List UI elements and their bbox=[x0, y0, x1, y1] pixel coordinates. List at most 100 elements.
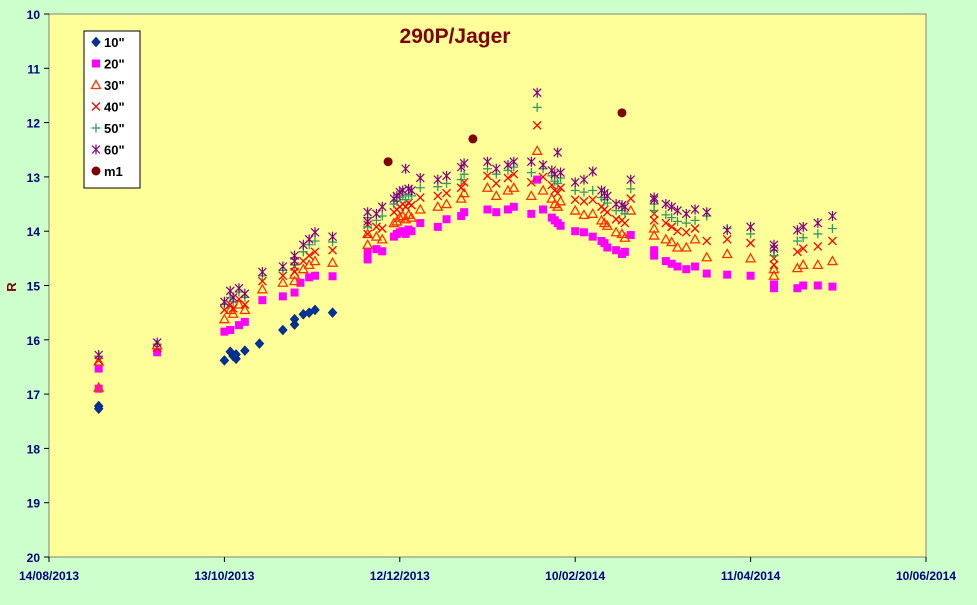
data-point bbox=[650, 246, 659, 255]
data-point bbox=[768, 269, 780, 280]
data-point bbox=[681, 218, 691, 228]
data-point bbox=[603, 243, 612, 252]
legend-label: m1 bbox=[104, 164, 123, 179]
data-point bbox=[722, 234, 732, 244]
data-point bbox=[673, 216, 683, 226]
legend-item: 10" bbox=[91, 35, 125, 50]
data-point bbox=[673, 205, 682, 216]
data-point bbox=[503, 159, 513, 170]
x-ticks: 14/08/2013 13/10/2013 12/12/2013 10/02/2014… bbox=[19, 557, 956, 583]
data-point bbox=[304, 234, 314, 245]
data-point bbox=[620, 247, 629, 256]
data-point bbox=[219, 296, 229, 307]
series-diamond bbox=[93, 304, 338, 415]
data-point bbox=[256, 283, 269, 294]
data-point bbox=[539, 205, 548, 214]
data-point bbox=[588, 166, 598, 177]
y-tick-label: 20 bbox=[27, 551, 41, 565]
data-point bbox=[661, 218, 671, 228]
data-point bbox=[690, 215, 700, 225]
data-point bbox=[363, 216, 373, 227]
data-point bbox=[509, 156, 519, 167]
data-point bbox=[666, 236, 678, 247]
data-point bbox=[503, 173, 513, 183]
data-point bbox=[93, 403, 104, 415]
data-point bbox=[793, 284, 802, 293]
data-point bbox=[533, 175, 542, 184]
series-circle bbox=[383, 108, 627, 167]
data-point bbox=[556, 221, 565, 230]
data-point bbox=[383, 157, 393, 167]
legend-item: 60" bbox=[91, 143, 125, 158]
data-point bbox=[552, 200, 564, 211]
data-point bbox=[626, 174, 636, 185]
legend-marker bbox=[91, 166, 101, 176]
data-point bbox=[310, 227, 320, 238]
data-point bbox=[532, 87, 542, 98]
data-point bbox=[483, 156, 492, 167]
data-point bbox=[680, 241, 692, 252]
data-point bbox=[550, 169, 560, 180]
data-point bbox=[649, 215, 659, 225]
data-point bbox=[240, 317, 249, 326]
data-point bbox=[799, 281, 808, 290]
data-point bbox=[394, 211, 406, 222]
data-point bbox=[278, 292, 287, 301]
data-point bbox=[289, 319, 300, 330]
data-point bbox=[433, 174, 443, 185]
data-point bbox=[508, 181, 520, 192]
data-point bbox=[798, 244, 808, 254]
y-tick-label: 14 bbox=[27, 225, 41, 239]
data-point bbox=[828, 210, 837, 221]
data-point bbox=[416, 219, 425, 228]
data-point bbox=[311, 271, 320, 280]
data-point bbox=[746, 221, 756, 232]
data-point bbox=[553, 178, 563, 188]
data-point bbox=[240, 300, 250, 309]
data-point bbox=[290, 288, 299, 297]
data-point bbox=[363, 229, 373, 239]
data-point bbox=[746, 238, 756, 248]
data-point bbox=[481, 181, 494, 192]
data-marks bbox=[93, 87, 839, 415]
data-point bbox=[371, 208, 381, 219]
data-point bbox=[401, 229, 410, 238]
data-point bbox=[537, 184, 549, 195]
data-point bbox=[491, 178, 501, 188]
data-point bbox=[769, 243, 779, 254]
data-point bbox=[578, 209, 590, 220]
data-point bbox=[456, 183, 466, 193]
data-point bbox=[722, 225, 732, 236]
data-point bbox=[388, 217, 400, 228]
data-point bbox=[648, 229, 660, 240]
data-point bbox=[460, 208, 469, 217]
data-point bbox=[723, 270, 732, 279]
data-point bbox=[483, 205, 492, 214]
data-point bbox=[626, 231, 635, 240]
data-point bbox=[619, 231, 631, 242]
data-point bbox=[661, 257, 670, 266]
data-point bbox=[671, 241, 684, 252]
data-point bbox=[538, 172, 548, 182]
data-point bbox=[415, 172, 425, 183]
data-point bbox=[828, 282, 837, 291]
legend-item: 20" bbox=[92, 57, 125, 72]
data-point bbox=[258, 296, 267, 305]
data-point bbox=[667, 213, 677, 223]
data-point bbox=[440, 198, 453, 209]
data-point bbox=[220, 327, 229, 336]
data-point bbox=[602, 190, 612, 201]
data-point bbox=[526, 177, 536, 187]
data-point bbox=[569, 204, 581, 215]
data-point bbox=[554, 195, 567, 206]
legend-item: 50" bbox=[91, 121, 125, 136]
data-point bbox=[278, 261, 288, 272]
data-point bbox=[792, 247, 802, 257]
data-point bbox=[407, 227, 416, 236]
data-point bbox=[405, 211, 418, 222]
x-tick-label: 10/06/2014 bbox=[896, 569, 956, 583]
data-point bbox=[363, 207, 373, 218]
data-point bbox=[398, 185, 408, 196]
data-point bbox=[94, 384, 103, 393]
data-point bbox=[797, 259, 809, 270]
